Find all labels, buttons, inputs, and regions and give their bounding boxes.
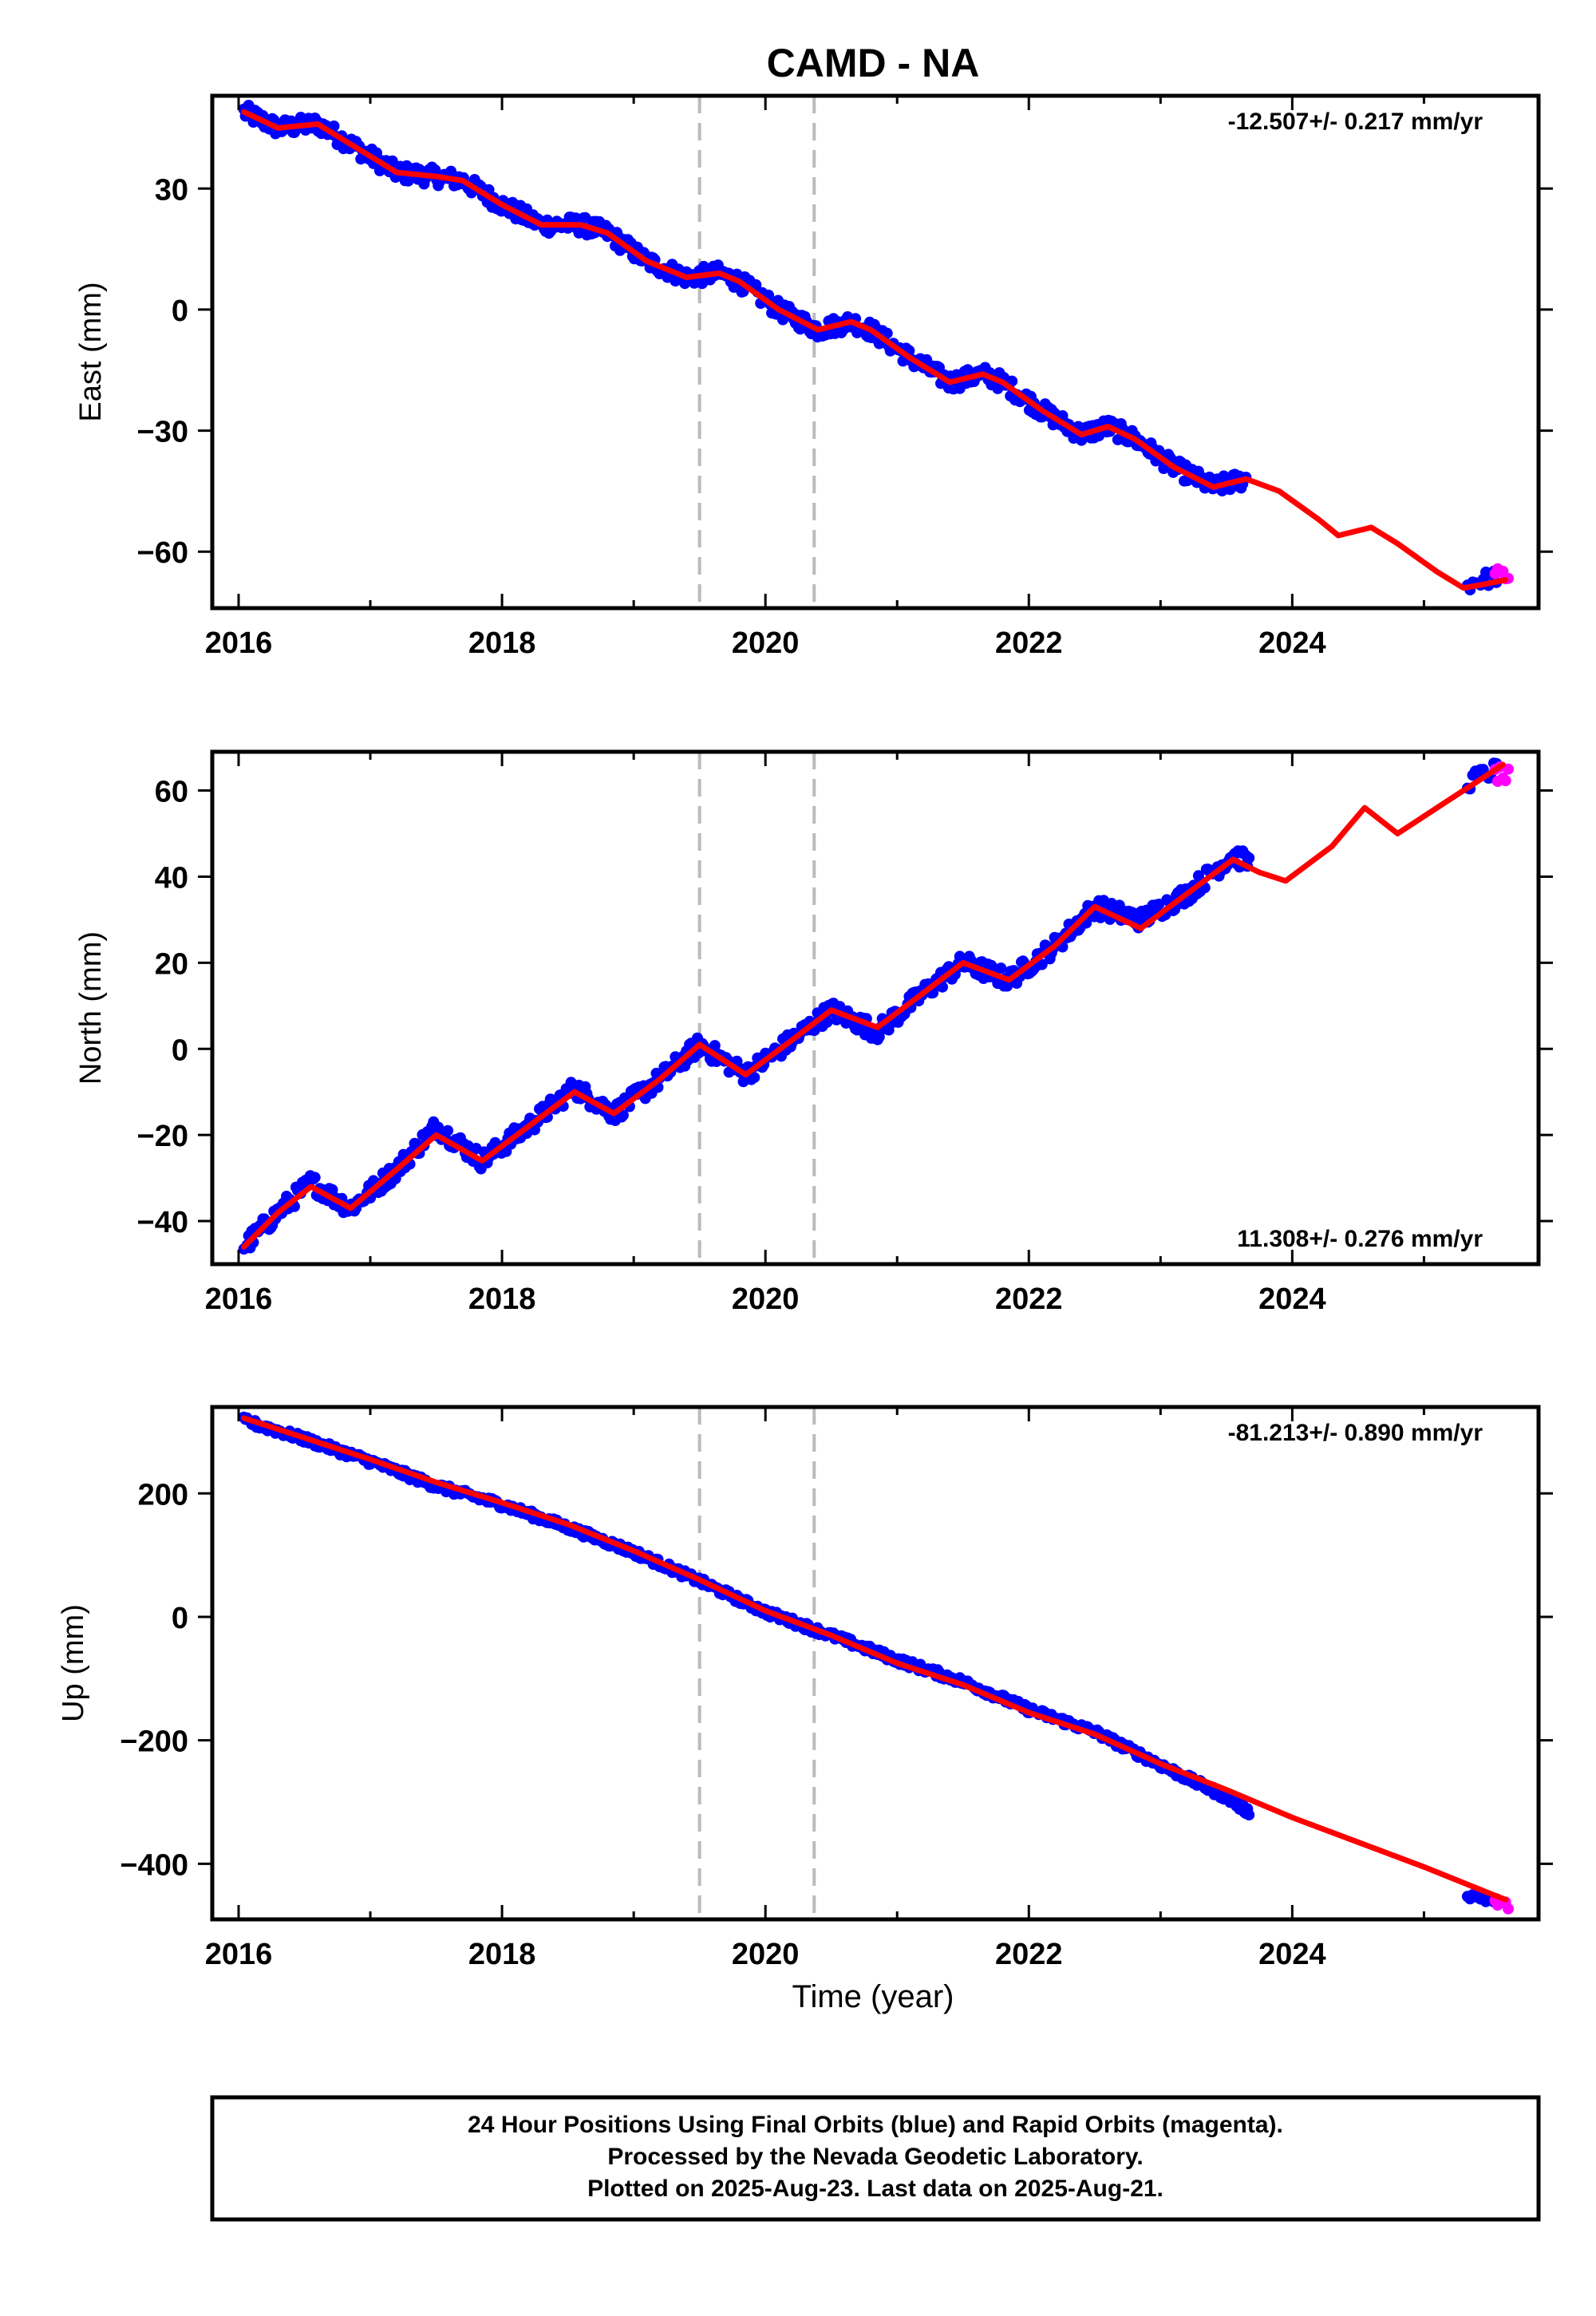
x-tick-label: 2018 [468,1282,536,1316]
y-tick-label: −20 [137,1120,188,1153]
final-orbit-points-point-417 [897,355,909,367]
final-orbit-points-point-402 [873,1031,885,1043]
plot-frame [210,93,1541,611]
x-tick-label: 2022 [995,1938,1063,1971]
final-orbit-points-point-94 [386,155,398,167]
y-tick-label: −40 [137,1206,188,1239]
y-axis-label: North (mm) [74,931,108,1085]
y-tick-label: 60 [155,776,188,809]
final-orbit-points-point-458 [962,364,974,376]
footer-box: 24 Hour Positions Using Final Orbits (bl… [210,2095,1541,2222]
final-orbit-points-point-45 [309,1172,321,1184]
final-orbit-points-point-298 [709,1040,721,1052]
x-tick-label: 2020 [732,626,800,660]
footer-line-2: Processed by the Nevada Geodetic Laborat… [607,2144,1143,2170]
rate-annotation: -81.213+/- 0.890 mm/yr [1228,1420,1483,1446]
plot-area [238,96,1514,608]
y-tick-label: −30 [137,416,188,449]
y-tick-label: −60 [137,536,188,570]
model-fit-curve [241,761,1506,1250]
final-orbit-points-point-479 [995,962,1007,974]
x-tick-label: 2016 [205,1282,273,1316]
model-fit-curve [241,109,1509,591]
plot-area [238,752,1514,1264]
x-tick-label: 2022 [995,1282,1063,1316]
x-tick-label: 2024 [1258,1938,1326,1971]
rapid-orbit-points-point-4 [1499,775,1511,787]
plot-area [238,1407,1514,1919]
final-orbit-points-point-636 [1243,852,1255,864]
x-tick-label: 2024 [1258,626,1326,660]
y-tick-label: 40 [155,861,188,895]
y-tick-label: −200 [120,1725,188,1759]
rate-annotation: -12.507+/- 0.217 mm/yr [1228,109,1483,135]
model-fit-curve [241,1415,1509,1903]
footer-line-3: Plotted on 2025-Aug-23. Last data on 202… [587,2176,1163,2202]
plot-background [212,752,1539,1264]
rate-annotation: 11.308+/- 0.276 mm/yr [1237,1226,1483,1252]
final-orbit-points-point-57 [328,121,340,132]
plot-frame [210,1405,1541,1922]
chart-title: CAMD - NA [767,41,980,85]
panels-group: 2016 2018 2020 2022 2024 30 0 −30 −60 East (mm) -1… [57,93,1553,1971]
plot-frame [210,749,1541,1267]
y-tick-label: 0 [172,1602,188,1635]
rapid-orbit-points [1489,563,1514,585]
footer-frame [210,2095,1541,2222]
y-tick-label: 30 [155,173,188,207]
footer-line-1: 24 Hour Positions Using Final Orbits (bl… [468,2112,1283,2138]
final-orbit-points-point-636 [1243,1809,1255,1821]
x-tick-label: 2020 [732,1938,800,1971]
rapid-orbit-points-point-5 [1503,1903,1514,1915]
panel-3: 2016 2018 2020 2022 2024 200 0 −200 −400 Up (mm) -… [57,1405,1553,1971]
x-tick-label: 2024 [1258,1282,1326,1316]
y-tick-label: 20 [155,947,188,981]
y-tick-label: 0 [172,294,188,328]
final-orbit-points-point-129 [442,1124,454,1136]
x-tick-label: 2018 [468,626,536,660]
final-orbit-points-point-210 [570,212,582,224]
final-orbit-points-point-505 [1036,958,1048,970]
y-tick-label: 200 [138,1478,188,1512]
x-tick-label: 2022 [995,626,1063,660]
final-orbit-points-point-240 [617,1109,629,1121]
final-orbit-points-point-369 [821,1016,833,1028]
y-axis-label: Up (mm) [57,1604,90,1722]
rapid-orbit-points-point-5 [1503,763,1514,775]
final-orbit-points-point-442 [937,981,948,993]
x-tick-label: 2020 [732,1282,800,1316]
final-orbit-points-point-323 [749,1072,760,1084]
y-tick-label: 0 [172,1034,188,1067]
y-axis-label: East (mm) [74,282,108,421]
x-tick-label: 2018 [468,1938,536,1971]
y-tick-label: −400 [120,1848,188,1882]
panel-1: 2016 2018 2020 2022 2024 30 0 −30 −60 East (mm) -1… [74,93,1553,660]
panel-2: 2016 2018 2020 2022 2024 60 40 20 0 −20 −40 North (… [74,749,1553,1316]
x-tick-label: 2016 [205,626,273,660]
x-tick-label: 2016 [205,1938,273,1971]
x-axis-label: Time (year) [792,1979,954,2014]
